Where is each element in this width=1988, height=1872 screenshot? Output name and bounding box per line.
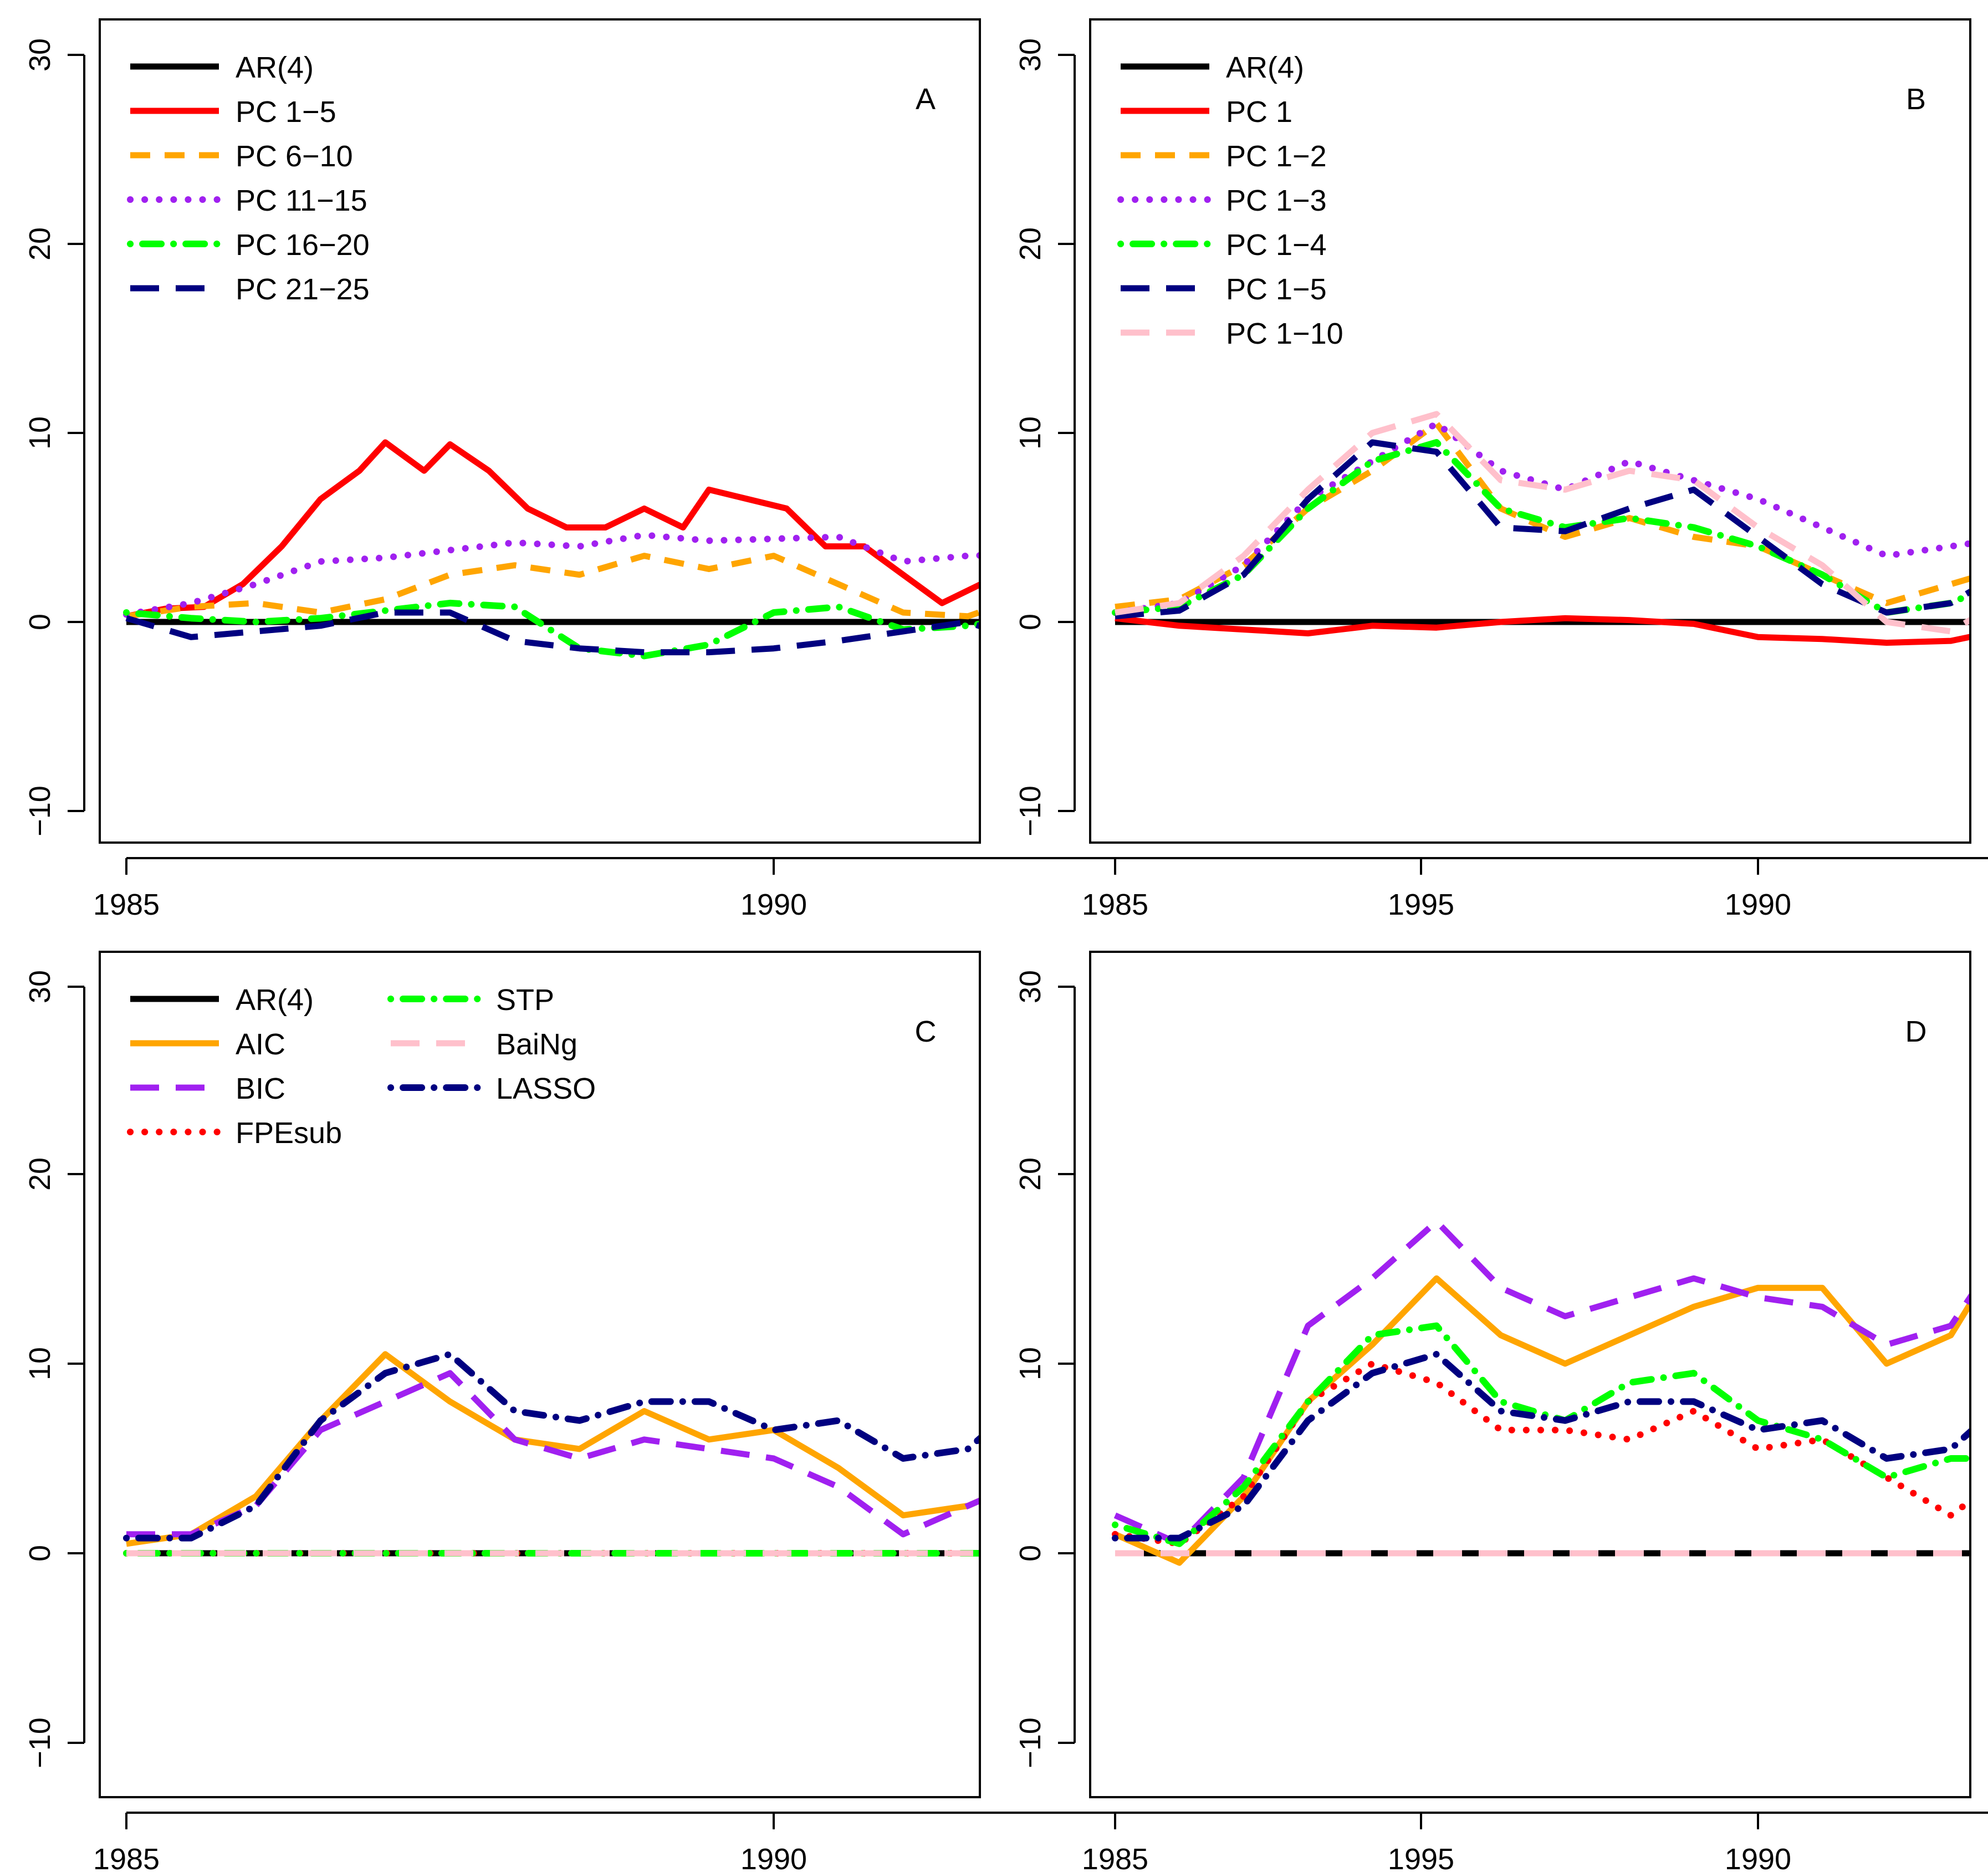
panel-b-legend-label-pc-1-3: PC 1−3 xyxy=(1226,184,1327,217)
panel-c-y-tick-label: −10 xyxy=(23,1717,57,1768)
panel-a-series-pc-6-10 xyxy=(126,553,980,620)
panel-b-y-tick-label: −10 xyxy=(1014,785,1047,836)
panel-c-x-tick-label: 1985 xyxy=(93,1843,160,1872)
panel-a-y-axis: −10 0 10 20 30 xyxy=(23,38,85,836)
panel-a-x-tick-label: 1995 xyxy=(1388,888,1454,921)
panel-a-series-pc-1-5 xyxy=(125,439,980,620)
panel-c-x-tick-label: 1990 xyxy=(740,1843,807,1872)
panel-b-series-pc-1-4 xyxy=(1112,439,1970,616)
panel-a-x-tick-label: 1985 xyxy=(93,888,160,921)
panel-a-label: A xyxy=(916,83,936,116)
panel-a-y-tick-label: 0 xyxy=(23,614,57,630)
panel-b-series-pc-1-5 xyxy=(1115,439,1970,620)
panel-b-legend-label-pc-1: PC 1 xyxy=(1226,95,1292,129)
panel-b-legend-label-pc-1-10: PC 1−10 xyxy=(1226,317,1343,350)
panel-b-label: B xyxy=(1906,83,1926,116)
panel-c-legend-label-aic: AIC xyxy=(236,1028,285,1061)
panel-b-y-axis: −10 0 10 20 30 xyxy=(1014,38,1076,836)
panel-b-legend-label-pc-1-5: PC 1−5 xyxy=(1226,273,1327,306)
panel-b-series-pc-1-10 xyxy=(1115,411,1970,635)
panel-d-y-tick-label: 20 xyxy=(1014,1157,1047,1191)
panel-b-series-pc-1 xyxy=(1115,615,1970,646)
panel-b-y-tick-label: 20 xyxy=(1014,227,1047,261)
panel-a-y-tick-label: −10 xyxy=(23,785,57,836)
panel-b-y-tick-label: 30 xyxy=(1014,38,1047,72)
panel-d-y-tick-label: 10 xyxy=(1014,1347,1047,1380)
panel-d-series-lasso xyxy=(1112,1350,1970,1542)
panel-c-y-tick-label: 10 xyxy=(23,1347,57,1380)
panel-c-y-tick-label: 20 xyxy=(23,1157,57,1191)
panel-c-series-bic xyxy=(126,1370,980,1538)
panel-d-x-tick-label: 1990 xyxy=(1725,1843,1791,1872)
panel-b-y-tick-label: 0 xyxy=(1014,614,1047,630)
panel-a-legend: AR(4) PC 1−5 PC 6−10 PC 11−15 PC 16−20 PC 21−… xyxy=(127,51,370,306)
panel-c-y-tick-label: 0 xyxy=(23,1545,57,1562)
panel-c-y-tick-label: 30 xyxy=(23,970,57,1003)
panel-a-legend-label-pc-11-15: PC 11−15 xyxy=(236,184,367,217)
panel-b-series-group xyxy=(1112,411,1970,646)
panel-b-y-tick-label: 10 xyxy=(1014,416,1047,450)
panel-c-legend-label-bic: BIC xyxy=(236,1072,285,1105)
panel-b-plot-frame xyxy=(1089,18,1971,844)
panel-b-legend-label-ar-4: AR(4) xyxy=(1226,51,1304,84)
panel-b-x-tick-label: 1990 xyxy=(1725,888,1791,921)
panel-c-legend-label-stp: STP xyxy=(496,983,554,1017)
panel-c-legend: AR(4) AIC BIC FPEsub STP BaiNg LASSO xyxy=(127,983,596,1150)
panel-a-series-group xyxy=(123,439,980,660)
panel-d-y-tick-label: 0 xyxy=(1014,1545,1047,1562)
panel-b-legend-label-pc-1-4: PC 1−4 xyxy=(1226,228,1327,262)
panel-c-x-tick-label: 1995 xyxy=(1388,1843,1454,1872)
panel-d-y-tick-label: −10 xyxy=(1014,1717,1047,1768)
panel-b-x-axis: 19851990199520002005 xyxy=(1082,857,1988,921)
panel-a-legend-label-ar-4: AR(4) xyxy=(236,51,314,84)
panel-a-series-pc-21-25 xyxy=(125,609,980,656)
panel-a-plot-frame xyxy=(99,18,981,844)
panel-a-y-tick-label: 20 xyxy=(23,227,57,261)
panel-a-legend-label-pc-16-20: PC 16−20 xyxy=(236,228,370,262)
panel-b-x-tick-label: 1985 xyxy=(1082,888,1148,921)
panel-a-legend-label-pc-1-5: PC 1−5 xyxy=(236,95,336,129)
panel-d-label: D xyxy=(1905,1015,1927,1048)
panel-c-label: C xyxy=(915,1015,937,1048)
panel-d-y-tick-label: 30 xyxy=(1014,970,1047,1003)
panel-c-legend-label-ar-4: AR(4) xyxy=(236,983,314,1017)
panel-c-legend-label-fpesub: FPEsub xyxy=(236,1116,342,1150)
panel-a-y-tick-label: 30 xyxy=(23,38,57,72)
panel-a-legend-label-pc-6-10: PC 6−10 xyxy=(236,140,353,173)
panel-c-y-axis: −10 0 10 20 30 xyxy=(23,970,85,1768)
panel-c-series-aic xyxy=(126,1351,980,1547)
panel-c-plot-frame xyxy=(99,951,981,1798)
panel-a-y-tick-label: 10 xyxy=(23,416,57,450)
panel-d-plot-frame xyxy=(1089,951,1971,1798)
panel-c-legend-label-lasso: LASSO xyxy=(496,1072,596,1105)
panel-b-legend-label-pc-1-2: PC 1−2 xyxy=(1226,140,1327,173)
panel-d-x-tick-label: 1985 xyxy=(1082,1843,1148,1872)
panel-c-legend-label-baing: BaiNg xyxy=(496,1028,578,1061)
panel-d-x-axis: 19851990199520002005 xyxy=(1082,1812,1988,1872)
panel-d-series-aic xyxy=(1113,1275,1970,1566)
panel-a-series-pc-16-20 xyxy=(123,599,980,660)
panel-b-legend: AR(4) PC 1 PC 1−2 PC 1−3 PC 1−4 PC 1−5 PC 1−10 xyxy=(1117,51,1343,350)
panel-d-y-axis: −10 0 10 20 30 xyxy=(1014,970,1076,1768)
panel-a-x-tick-label: 1990 xyxy=(740,888,807,921)
panel-c-series-group xyxy=(123,1350,980,1557)
panel-d-series-group xyxy=(1112,1218,1970,1566)
panel-a-legend-label-pc-21-25: PC 21−25 xyxy=(236,273,370,306)
